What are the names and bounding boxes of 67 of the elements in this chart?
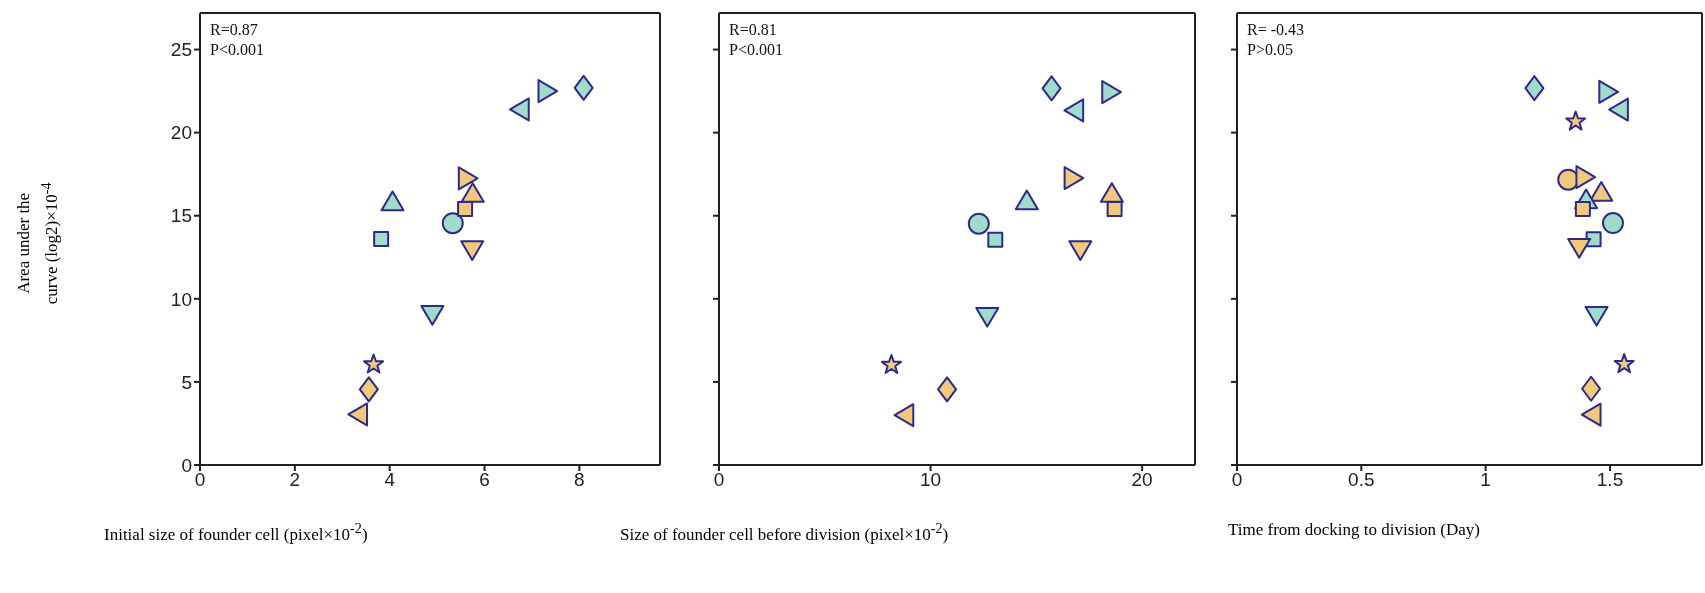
point [1101,80,1122,105]
point [457,201,474,218]
point [509,97,530,122]
point [1608,97,1629,122]
x-tick-label: 4 [384,469,396,491]
y-tick-label: 5 [181,371,192,393]
point [1613,353,1635,374]
point [1585,231,1602,248]
point [1567,237,1592,259]
point [1063,166,1085,191]
x-tick-label: 10 [919,469,942,491]
annotation: P>0.05 [1247,40,1294,60]
point [1068,240,1093,261]
x-tick-label: 1.5 [1596,469,1624,491]
point [1581,375,1602,402]
x-tick-label: 0 [713,469,725,491]
y-tick-label: 10 [170,288,192,310]
point [363,353,385,374]
x-tick-label: 1 [1480,469,1491,491]
point [1063,98,1085,123]
annotation: P<0.001 [729,40,783,60]
annotation: R=0.81 [729,20,778,40]
annotation: P<0.001 [210,40,264,60]
y-tick-label: 0 [181,454,192,476]
point [1041,75,1062,102]
point [975,306,1000,328]
point [1014,189,1039,211]
point [1584,305,1609,327]
point [1580,402,1602,427]
x-tick-label: 8 [574,469,585,491]
point [441,212,464,235]
point [358,376,379,403]
x-tick-label: 2 [289,469,301,491]
point [1575,165,1597,190]
point [1574,200,1591,217]
point [1565,110,1587,131]
y-tick-label: 25 [170,39,192,61]
point [460,240,485,261]
point [1589,180,1614,202]
x-tick-label: 20 [1131,469,1153,491]
x-axis-title: Initial size of founder cell (pixel×10$^{-2}$) [104,520,368,545]
x-axis-title: Size of founder cell before division (pixel×10$^{-2}$) [620,520,949,545]
x-axis-title: Time from docking to division (Day) [1228,520,1480,540]
x-tick-label: 6 [479,469,490,491]
point [967,212,990,235]
point [373,231,390,247]
annotation: R=0.87 [210,20,259,40]
point [1601,212,1624,235]
point [460,182,485,203]
point [380,190,405,212]
point [880,353,902,375]
x-tick-label: 0.5 [1348,469,1375,491]
point [573,74,594,101]
point [537,79,559,104]
point [893,403,915,428]
point [420,305,445,326]
point [347,402,369,427]
x-tick-label: 0 [1231,469,1243,491]
point [1099,182,1124,203]
y-tick-label: 20 [170,122,192,144]
annotation: R= -0.43 [1247,20,1305,40]
point [1524,75,1545,102]
point [457,166,479,191]
y-tick-label: 15 [170,205,192,227]
point [937,376,958,403]
point [987,231,1004,248]
point [1106,201,1123,218]
